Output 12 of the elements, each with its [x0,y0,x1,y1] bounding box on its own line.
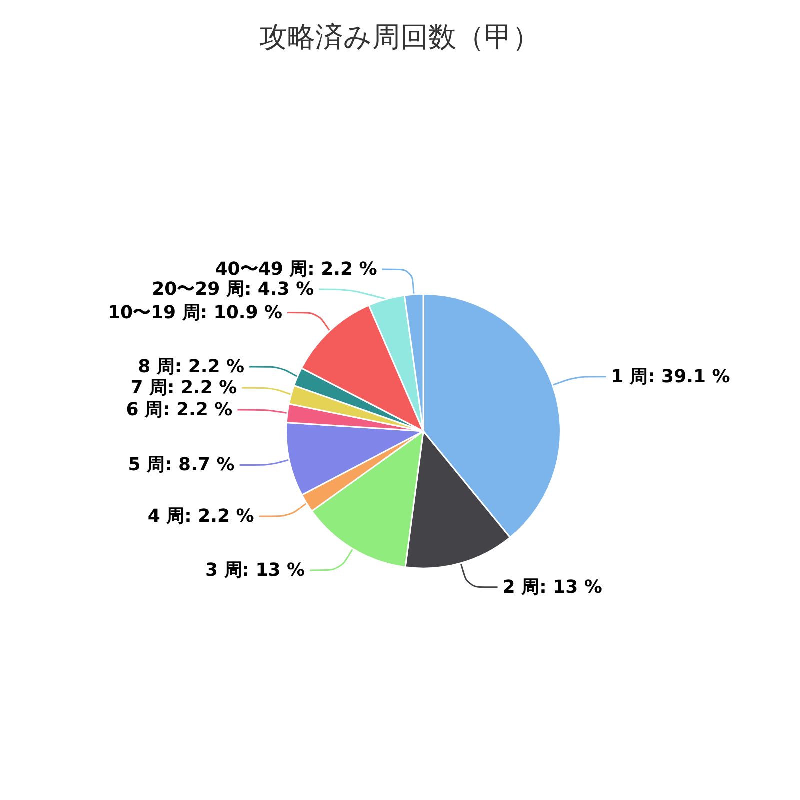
slice-label: 1 周: 39.1 % [611,366,730,388]
chart-title: 攻略済み周回数（甲） [260,20,540,54]
slice-label: 5 周: 8.7 % [128,454,235,476]
slice-label: 7 周: 2.2 % [130,378,238,399]
slice-label: 6 周: 2.2 % [126,400,233,421]
slice-label: 3 周: 13 % [205,560,306,581]
slice-label: 40〜49 周: 2.2 % [215,259,378,280]
slice-label: 4 周: 2.2 % [148,506,254,528]
slice-label: 10〜19 周: 10.9 % [108,302,283,324]
slice-label: 20〜29 周: 4.3 % [152,279,314,300]
slice-label: 2 周: 13 % [502,576,602,598]
slice-label: 8 周: 2.2 % [138,356,245,378]
